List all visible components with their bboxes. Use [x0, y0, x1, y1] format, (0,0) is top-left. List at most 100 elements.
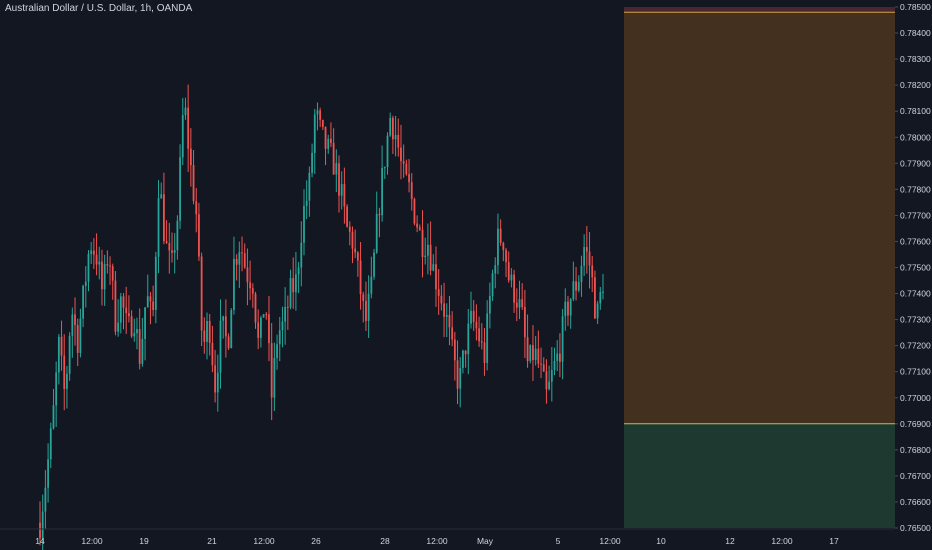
candle-body: [171, 250, 173, 253]
candle-body: [222, 316, 225, 321]
candle: [569, 298, 572, 329]
candle-body: [109, 265, 111, 267]
candle-body: [243, 253, 246, 268]
candle: [510, 268, 513, 288]
price-axis[interactable]: 0.78500 0.78400 0.78300 0.78200 0.78100 0.780…: [895, 2, 931, 533]
candle: [373, 248, 375, 280]
candle: [136, 317, 138, 350]
candle: [478, 316, 480, 347]
candle: [470, 291, 472, 329]
candle-body: [575, 281, 577, 291]
candle: [184, 97, 187, 120]
candle: [491, 269, 494, 301]
candle-body: [375, 213, 378, 253]
candle: [66, 365, 68, 409]
candle: [513, 269, 516, 313]
x-tick-label: 10: [656, 536, 666, 546]
candle: [268, 295, 270, 362]
candle-body: [459, 367, 462, 389]
x-tick-label: 21: [207, 536, 217, 546]
candle: [440, 285, 443, 311]
y-tick-label: 0.76900: [900, 419, 931, 429]
candle-body: [295, 274, 297, 293]
candle: [101, 249, 103, 306]
candle-body: [60, 336, 63, 356]
candle-body: [181, 115, 184, 158]
y-tick-label: 0.78500: [900, 2, 931, 12]
candle-body: [569, 299, 572, 316]
candle: [362, 291, 365, 323]
candle-body: [394, 134, 397, 140]
y-tick-label: 0.78100: [900, 106, 931, 116]
candle: [537, 330, 540, 368]
candle-body: [389, 117, 392, 136]
candle-body: [238, 252, 241, 265]
candle-body: [95, 254, 98, 265]
candle: [179, 144, 181, 230]
candle-body: [57, 336, 60, 373]
candle: [187, 84, 190, 172]
candle: [92, 238, 95, 270]
candle-body: [491, 273, 494, 297]
candle: [95, 233, 98, 276]
candle-body: [413, 199, 416, 224]
y-tick-label: 0.78300: [900, 54, 931, 64]
candle-body: [383, 167, 386, 169]
candle: [286, 295, 289, 330]
candle-body: [76, 325, 79, 353]
candle: [311, 143, 313, 178]
candle: [540, 347, 542, 379]
candle: [71, 307, 74, 358]
x-tick-label: 12:00: [599, 536, 621, 546]
candle: [518, 280, 521, 320]
candle: [451, 311, 454, 347]
candle-body: [284, 306, 287, 322]
y-tick-label: 0.76500: [900, 523, 931, 533]
candle-body: [168, 243, 171, 251]
candle-body: [367, 293, 370, 321]
candle-body: [416, 223, 419, 228]
candle: [483, 328, 486, 376]
candle-body: [303, 205, 305, 243]
candle: [327, 134, 330, 154]
candle: [265, 312, 268, 320]
candle-body: [297, 267, 300, 275]
candle: [321, 119, 324, 130]
candle: [445, 303, 448, 338]
candle: [303, 189, 305, 256]
candle-body: [198, 214, 200, 257]
candle: [211, 325, 214, 373]
candle: [397, 118, 400, 157]
candle: [594, 270, 596, 320]
candle: [332, 128, 335, 175]
candle: [198, 202, 200, 261]
x-tick-label: 28: [380, 536, 390, 546]
candle-body: [200, 256, 203, 331]
y-tick-label: 0.77300: [900, 315, 931, 325]
y-tick-label: 0.76600: [900, 497, 931, 507]
candle-body: [233, 258, 235, 311]
candle-body: [497, 228, 499, 266]
candle-body: [418, 227, 421, 230]
candle: [219, 299, 222, 389]
candle-body: [144, 307, 146, 339]
candle: [558, 333, 561, 378]
candle-body: [163, 194, 165, 242]
time-axis[interactable]: 14 12:00 19 21 12:00 26 28 12:00 May 5 12:00 10 12 12…: [0, 528, 895, 546]
candle: [163, 172, 165, 245]
candle: [235, 254, 238, 281]
candle-body: [136, 329, 138, 334]
candle-body: [405, 163, 408, 175]
candle-body: [540, 363, 542, 365]
candle-body: [534, 348, 537, 360]
candle-body: [591, 265, 594, 278]
candle: [125, 286, 128, 334]
candle: [39, 501, 41, 546]
candle: [515, 288, 518, 322]
candle: [467, 308, 470, 375]
candle: [486, 300, 489, 371]
candle-body: [472, 310, 475, 322]
candle-body: [278, 330, 281, 345]
candle-body: [421, 229, 424, 258]
